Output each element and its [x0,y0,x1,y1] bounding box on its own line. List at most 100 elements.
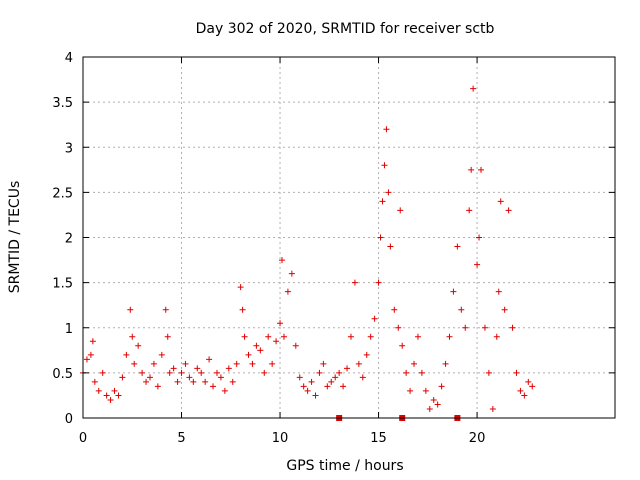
y-tick-label: 4 [65,51,73,66]
data-point [127,306,134,313]
data-point [284,288,291,295]
data-point [91,378,98,385]
data-point [129,333,136,340]
data-point [279,257,286,264]
data-point [164,333,171,340]
data-point [229,378,236,385]
data-point [221,387,228,394]
data-point [288,270,295,277]
data-point [103,392,110,399]
data-point [292,342,299,349]
y-tick-label: 1.5 [52,277,73,292]
data-point [269,360,276,367]
data-point [225,365,232,372]
data-point [466,207,473,214]
data-point [403,369,410,376]
data-point [505,207,512,214]
data-point [265,333,272,340]
data-point [83,356,90,363]
data-point [186,374,193,381]
data-point [525,378,532,385]
data-point [158,351,165,358]
data-point [182,360,189,367]
x-tick-label: 15 [370,431,387,446]
data-point [363,351,370,358]
x-axis-label: GPS time / hours [286,458,403,474]
data-point [367,333,374,340]
data-point [340,383,347,390]
data-point [99,369,106,376]
data-point [143,378,150,385]
data-point [501,306,508,313]
data-point [194,365,201,372]
data-point [320,360,327,367]
data-point [162,306,169,313]
data-point [351,279,358,286]
data-point [399,342,406,349]
data-point [166,369,173,376]
data-point [154,383,161,390]
data-point [485,369,492,376]
data-point [395,324,402,331]
data-point [89,338,96,345]
data-point [131,360,138,367]
data-point [146,374,153,381]
data-point [139,369,146,376]
data-point [454,243,461,250]
data-point [529,383,536,390]
data-point [95,387,102,394]
data-point [206,356,213,363]
x-tick-label: 10 [272,431,289,446]
data-point [308,378,315,385]
data-point [277,320,284,327]
data-point [237,284,244,291]
data-point [249,360,256,367]
data-point [474,261,481,268]
data-point [253,342,260,349]
data-point [123,351,130,358]
data-point [257,347,264,354]
data-point [422,387,429,394]
y-tick-label: 0.5 [52,367,73,382]
data-point [497,198,504,205]
data-point [296,374,303,381]
data-points [80,85,536,412]
data-point [324,383,331,390]
data-point [328,378,335,385]
x-tick-label: 20 [469,431,486,446]
data-point [261,369,268,376]
data-point [190,378,197,385]
data-point [493,333,500,340]
data-point [481,324,488,331]
data-point [387,243,394,250]
data-point [495,288,502,295]
data-point [150,360,157,367]
data-point [411,360,418,367]
y-tick-label: 2.5 [52,186,73,201]
data-point [371,315,378,322]
data-point [213,369,220,376]
y-axis-label: SRMTID / TECUs [7,181,23,294]
data-point [273,338,280,345]
data-point [239,306,246,313]
data-point [304,387,311,394]
data-point [426,405,433,412]
data-point [135,342,142,349]
data-point [470,85,477,92]
data-point [430,396,437,403]
data-point [458,306,465,313]
data-point [178,369,185,376]
data-point [233,360,240,367]
x-tick-label: 5 [177,431,185,446]
data-point [347,333,354,340]
data-point [521,392,528,399]
y-tick-label: 3 [65,141,73,156]
data-point [119,374,126,381]
data-point [241,333,248,340]
data-point [332,374,339,381]
data-point [468,166,475,173]
data-point [381,162,388,169]
data-point [107,396,114,403]
data-point [438,383,445,390]
data-point [450,288,457,295]
